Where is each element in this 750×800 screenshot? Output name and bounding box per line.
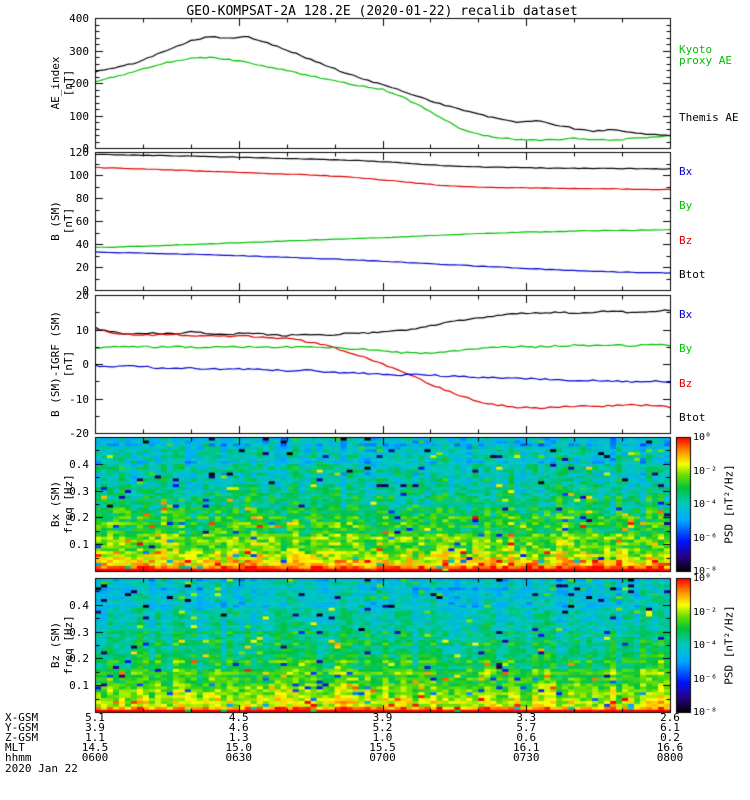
bottom-value-mlt: 15.0 <box>225 741 253 754</box>
bottom-value-hhmm: 0630 <box>225 751 253 764</box>
bottom-value-z-gsm: 1.1 <box>85 731 105 744</box>
y-tick-label: 10 <box>75 323 89 337</box>
bottom-value-y-gsm: 4.6 <box>228 721 249 734</box>
legend-bz: Bz <box>679 376 693 390</box>
y-tick-label: 0.2 <box>69 511 89 525</box>
bottom-value-hhmm: 0800 <box>656 751 684 764</box>
y-tick-label: 60 <box>75 215 89 228</box>
colorbar-tick-label: 10⁻⁸ <box>693 566 718 577</box>
legend-by: By <box>679 342 693 356</box>
y-tick-label: -10 <box>69 392 89 406</box>
bottom-value-y-gsm: 6.1 <box>660 721 680 734</box>
bottom-value-y-gsm: 3.9 <box>85 721 105 734</box>
bottom-value-z-gsm: 1.0 <box>372 731 393 744</box>
ylabel-bx-freq: Bx (SM) freq [Hz] <box>49 474 75 534</box>
y-tick-label: 0.4 <box>69 598 89 612</box>
chart-title: GEO-KOMPSAT-2A 128.2E (2020-01-22) recal… <box>186 4 578 19</box>
bottom-value-hhmm: 0700 <box>369 751 396 764</box>
ylabel-bz-freq: Bz (SM) freq [Hz] <box>49 615 75 675</box>
y-tick-label: 120 <box>69 146 89 159</box>
bottom-value-x-gsm: 3.9 <box>372 711 393 724</box>
legend-bx: Bx <box>679 164 693 178</box>
legend-themis-ae: Themis AE <box>679 110 739 124</box>
legend-by: By <box>679 199 693 213</box>
colorbar-tick-label: 10⁰ <box>693 432 712 443</box>
y-tick-label: 0.4 <box>69 457 89 471</box>
bottom-value-hhmm: 0600 <box>81 751 109 764</box>
colorbar-tick-label: 10⁻⁴ <box>693 499 718 510</box>
bottom-row-label-mlt: MLT <box>5 741 25 754</box>
y-tick-label: 0.1 <box>69 538 89 552</box>
psd-colorbar-label-bx: PSD [nT²/Hz] <box>722 464 736 544</box>
colorbar-tick-label: 10⁻⁶ <box>693 673 718 685</box>
bottom-value-x-gsm: 2.6 <box>660 711 680 724</box>
bottom-value-mlt: 16.6 <box>656 741 684 754</box>
legend-bz: Bz <box>679 233 693 247</box>
bottom-value-z-gsm: 0.2 <box>660 731 680 744</box>
y-tick-label: 20 <box>75 289 89 302</box>
legend-bx: Bx <box>679 307 693 321</box>
y-tick-label: 0 <box>82 358 89 371</box>
colorbar-tick-label: 10⁻² <box>693 465 718 477</box>
bottom-row-label-y-gsm: Y-GSM <box>5 721 39 734</box>
psd-colorbar-label-bz: PSD [nT²/Hz] <box>722 605 736 685</box>
y-tick-label: 100 <box>69 169 89 182</box>
colorbar-tick-label: 10⁻² <box>693 606 718 618</box>
y-tick-label: -20 <box>69 427 89 440</box>
y-tick-label: 0.3 <box>69 625 89 639</box>
legend-btot: Btot <box>679 411 706 425</box>
y-tick-label: 80 <box>75 192 89 205</box>
bottom-value-x-gsm: 4.5 <box>228 711 249 724</box>
legend-btot: Btot <box>679 268 706 282</box>
bottom-value-hhmm: 0730 <box>513 751 540 764</box>
bottom-value-y-gsm: 5.7 <box>516 721 537 734</box>
y-tick-label: 20 <box>75 261 89 274</box>
bottom-value-mlt: 15.5 <box>369 741 396 754</box>
bottom-value-mlt: 16.1 <box>513 741 540 754</box>
colorbar-tick-label: 10⁻⁴ <box>693 640 718 651</box>
bottom-value-y-gsm: 5.2 <box>372 721 393 734</box>
y-tick-label: 100 <box>69 109 89 123</box>
y-tick-label: 0 <box>82 284 89 297</box>
bottom-row-label-z-gsm: Z-GSM <box>5 731 39 744</box>
legend-kyoto: Kyoto proxy AE <box>679 43 732 67</box>
y-tick-label: 0.3 <box>69 484 89 498</box>
bottom-value-z-gsm: 0.6 <box>516 731 537 744</box>
bottom-value-z-gsm: 1.3 <box>228 731 249 744</box>
colorbar-tick-label: 10⁻⁶ <box>693 532 718 544</box>
bottom-value-mlt: 14.5 <box>81 741 109 754</box>
y-tick-label: 200 <box>69 77 89 90</box>
colorbar-tick-label: 10⁰ <box>693 573 712 584</box>
colorbar-tick-label: 10⁻⁸ <box>693 707 718 718</box>
bottom-row-label-hhmm: hhmm <box>5 751 32 764</box>
date-label: 2020 Jan 22 <box>5 762 78 775</box>
y-tick-label: 40 <box>75 238 89 251</box>
bottom-value-x-gsm: 3.3 <box>516 711 537 724</box>
y-tick-label: 0 <box>82 142 89 155</box>
bottom-row-label-x-gsm: X-GSM <box>5 711 39 724</box>
y-tick-label: 300 <box>69 44 89 58</box>
y-tick-label: 400 <box>69 12 89 25</box>
y-tick-label: 0.1 <box>69 679 89 693</box>
y-tick-label: 0.2 <box>69 652 89 666</box>
bottom-value-x-gsm: 5.1 <box>85 711 105 724</box>
